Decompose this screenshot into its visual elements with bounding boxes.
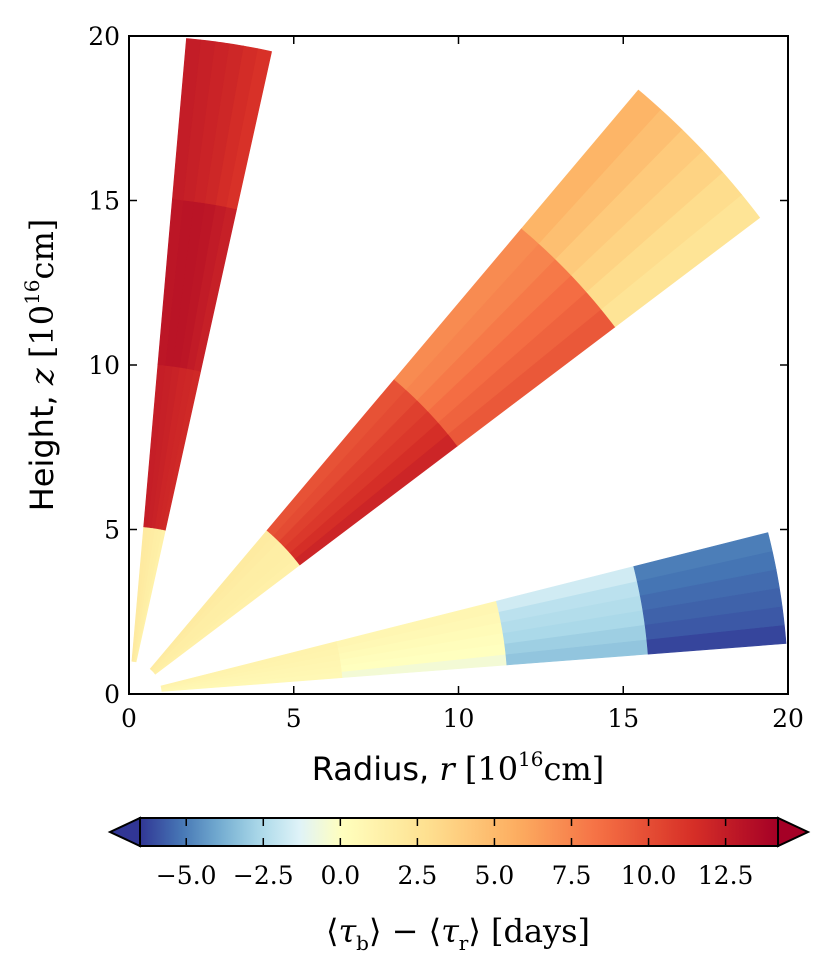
colorbar-tick-label: 7.5 [552, 861, 592, 890]
colorbar-extend-max [777, 816, 811, 848]
colorbar-tick-label: 5.0 [475, 861, 515, 890]
wedge-steep [131, 38, 272, 663]
x-tick-label: 10 [443, 704, 475, 733]
colorbar-tick-label: 10.0 [621, 861, 677, 890]
x-tick-label: 20 [772, 704, 804, 733]
colorbar-ticks: −5.0 −2.5 0.0 2.5 5.0 7.5 10.0 12.5 [156, 818, 754, 890]
colorbar-tick-label: 12.5 [698, 861, 754, 890]
x-axis: 0 5 10 15 20 [121, 36, 804, 733]
wedge-mid [149, 89, 761, 675]
colorbar-extend-min [107, 816, 141, 848]
colorbar-tick-label: −5.0 [156, 861, 217, 890]
colorbar-bar [139, 817, 779, 847]
x-axis-label: Radius, r [1016cm] [312, 747, 605, 788]
wedge-cell [521, 89, 661, 244]
wedge-cell [149, 529, 274, 671]
y-axis-label: Height, z [1016cm] [20, 219, 61, 512]
y-tick-label: 5 [104, 516, 120, 545]
wedge-cell [152, 546, 291, 673]
x-tick-label: 5 [286, 704, 302, 733]
y-tick-label: 20 [88, 22, 120, 51]
wedge-cell [150, 535, 280, 671]
wedges-layer [131, 38, 787, 692]
y-tick-label: 15 [88, 187, 120, 216]
wedge-low [160, 532, 787, 692]
x-tick-label: 15 [607, 704, 639, 733]
y-tick-label: 10 [88, 351, 120, 380]
y-tick-label: 0 [104, 680, 120, 709]
colorbar-tick-label: 0.0 [320, 861, 360, 890]
wedge-cell [633, 532, 773, 582]
y-axis: 0 5 10 15 20 [88, 22, 788, 709]
colorbar-label: ⟨τb⟩ − ⟨τr⟩ [days] [326, 912, 590, 955]
x-tick-label: 0 [121, 704, 137, 733]
wedge-cell [151, 540, 285, 672]
colorbar-tick-label: 2.5 [398, 861, 438, 890]
wedge-cell [153, 552, 296, 674]
colorbar-tick-label: −2.5 [233, 861, 294, 890]
colorbar: −5.0 −2.5 0.0 2.5 5.0 7.5 10.0 12.5 [107, 816, 811, 890]
wedge-cell [172, 38, 202, 201]
